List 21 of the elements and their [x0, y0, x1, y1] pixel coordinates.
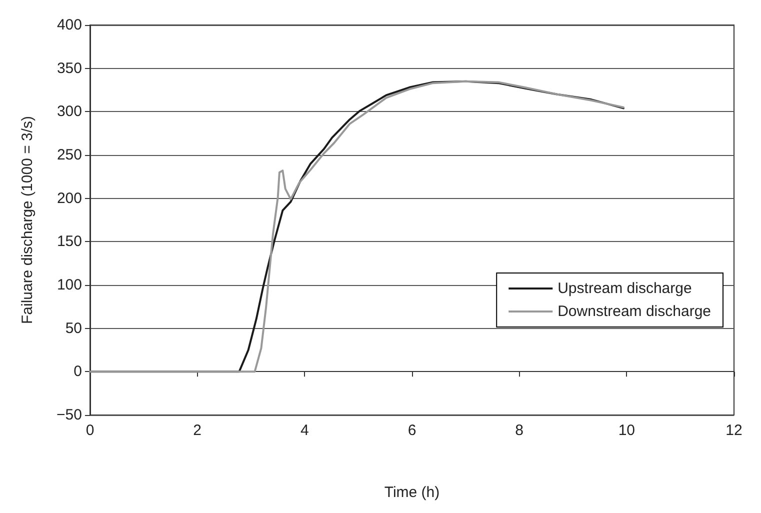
y-tick-label: 100	[56, 276, 82, 294]
y-tick-label: 250	[56, 146, 82, 164]
legend-label: Downstream discharge	[558, 303, 712, 320]
y-tick-label: 0	[74, 363, 82, 380]
x-tick-label: 6	[408, 422, 416, 439]
x-tick-label: 0	[86, 422, 94, 439]
y-tick-label: 400	[56, 16, 82, 34]
y-axis-title: Failuare discharge (1000 = 3/s)	[19, 116, 36, 324]
x-axis-title: Time (h)	[384, 484, 440, 501]
y-tick-label: 350	[56, 60, 82, 77]
legend-label: Upstream discharge	[558, 280, 692, 297]
y-tick-label: 50	[65, 320, 82, 337]
x-tick-label: 10	[618, 422, 636, 439]
x-tick-label: 12	[726, 422, 742, 439]
x-tick-label: 8	[515, 422, 524, 439]
y-tick-label: 200	[56, 190, 82, 207]
y-tick-label: −50	[56, 406, 82, 424]
y-tick-label: 150	[56, 233, 82, 250]
x-tick-label: 2	[193, 422, 202, 439]
y-tick-label: 300	[56, 103, 82, 120]
x-tick-label: 4	[300, 422, 309, 439]
